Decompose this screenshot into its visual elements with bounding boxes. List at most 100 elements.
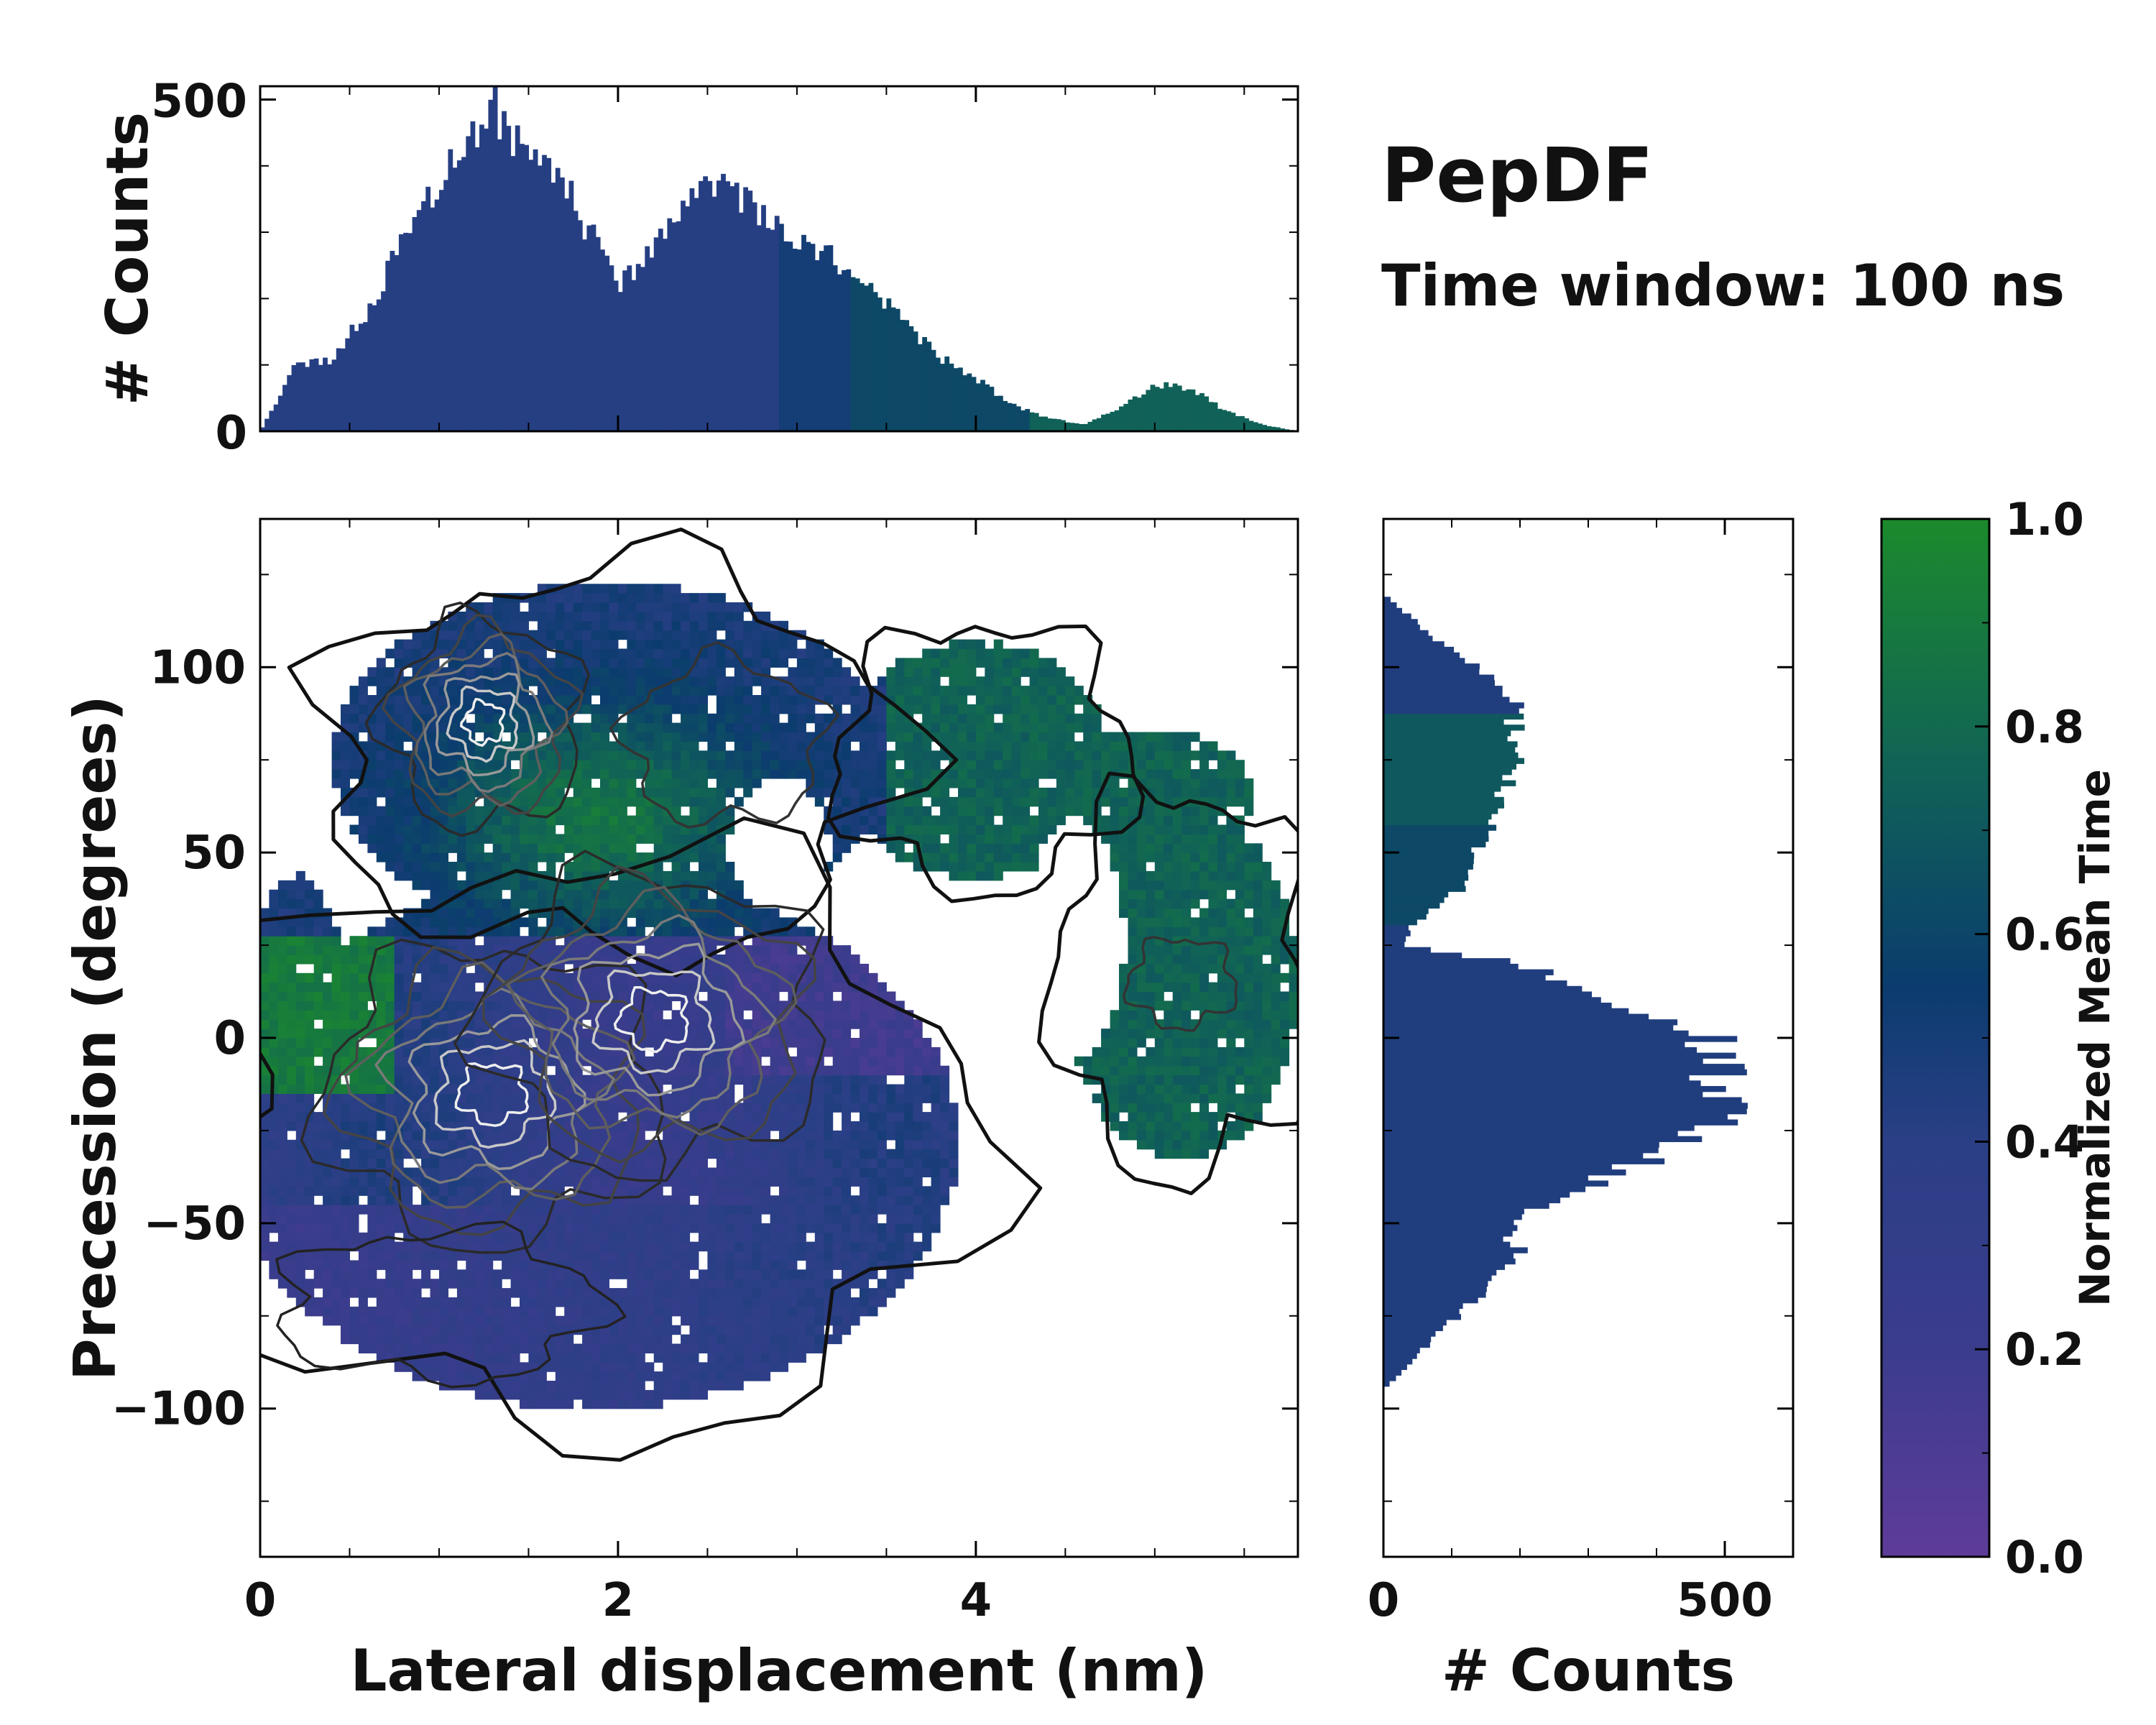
heatmap-cell (788, 741, 798, 751)
heatmap-cell (358, 972, 368, 983)
heatmap-cell (752, 1214, 762, 1224)
heatmap-cell (743, 741, 753, 751)
heatmap-cell (412, 1241, 422, 1252)
heatmap-cell (796, 1084, 806, 1094)
heatmap-cell (689, 676, 699, 686)
heatmap-cell (627, 834, 637, 844)
heatmap-cell (725, 1038, 735, 1048)
heatmap-cell (699, 695, 708, 705)
heatmap-cell (600, 1279, 609, 1289)
heatmap-cell (824, 741, 834, 751)
heatmap-cell (600, 648, 609, 658)
heatmap-cell (627, 1325, 637, 1335)
heatmap-cell (349, 1279, 359, 1289)
heatmap-cell (725, 870, 735, 881)
heatmap-cell (868, 1056, 878, 1067)
heatmap-cell (832, 1325, 842, 1335)
heatmap-cell (752, 1186, 762, 1196)
heatmap-cell (582, 908, 592, 918)
heatmap-cell (537, 1241, 547, 1252)
heatmap-cell (573, 945, 583, 955)
heatmap-cell (537, 1167, 547, 1177)
heatmap-cell (600, 695, 609, 705)
heatmap-cell (546, 1389, 556, 1400)
heatmap-cell (439, 1306, 448, 1317)
heatmap-cell (716, 1177, 726, 1187)
heatmap-cell (824, 1046, 834, 1057)
heatmap-cell (886, 1214, 896, 1224)
heatmap-cell (743, 658, 753, 668)
heatmap-cell (394, 1306, 404, 1317)
heatmap-cell (341, 982, 350, 993)
heatmap-cell (555, 1362, 565, 1372)
heatmap-cell (582, 704, 592, 714)
heatmap-cell (555, 602, 565, 612)
heatmap-cell (806, 1288, 816, 1298)
heatmap-cell (635, 1381, 645, 1391)
heatmap-cell (313, 1306, 323, 1317)
heatmap-cell (796, 769, 806, 779)
heatmap-cell (349, 1232, 359, 1243)
heatmap-cell (868, 1177, 878, 1187)
heatmap-cell (824, 1269, 834, 1279)
heatmap-cell (502, 611, 512, 622)
heatmap-cell (349, 1121, 359, 1131)
heatmap-cell (842, 1167, 852, 1177)
heatmap-cell (600, 630, 609, 640)
heatmap-cell (305, 1093, 315, 1103)
heatmap-cell (627, 713, 637, 724)
heatmap-cell (510, 898, 520, 909)
heatmap-cell (707, 963, 717, 974)
heatmap-cell (689, 1306, 699, 1317)
heatmap-cell (323, 954, 333, 965)
heatmap-cell (260, 1000, 270, 1011)
heatmap-cell (448, 1130, 458, 1141)
heatmap-cell (725, 1288, 735, 1298)
heatmap-cell (761, 611, 771, 622)
heatmap-cell (877, 1251, 887, 1261)
heatmap-cell (474, 1205, 484, 1215)
heatmap-cell (796, 695, 806, 705)
heatmap-cell (699, 982, 708, 993)
heatmap-cell (814, 1139, 824, 1150)
heatmap-cell (796, 1269, 806, 1279)
heatmap-cell (770, 1029, 780, 1039)
heatmap-cell (448, 1251, 458, 1261)
heatmap-cell (617, 991, 627, 1001)
heatmap-cell (502, 1167, 512, 1177)
heatmap-cell (716, 1214, 726, 1224)
heatmap-cell (313, 972, 323, 983)
heatmap-cell (448, 1279, 458, 1289)
heatmap-cell (609, 686, 619, 696)
heatmap-cell (555, 1038, 565, 1048)
heatmap-cell (528, 713, 538, 724)
heatmap-cell (850, 760, 860, 770)
heatmap-cell (582, 741, 592, 751)
heatmap-cell (349, 1158, 359, 1169)
heatmap-cell (582, 639, 592, 650)
heatmap-cell (520, 769, 529, 779)
heatmap-cell (323, 1214, 333, 1224)
heatmap-cell (277, 945, 287, 955)
heatmap-cell (277, 982, 287, 993)
heatmap-cell (466, 1038, 476, 1048)
heatmap-cell (564, 1353, 574, 1363)
heatmap-cell (663, 1130, 673, 1141)
heatmap-cell (295, 889, 305, 900)
heatmap-cell (752, 1334, 762, 1345)
heatmap-cell (358, 1325, 368, 1335)
heatmap-cell (635, 1371, 645, 1381)
heatmap-cell (832, 1167, 842, 1177)
heatmap-cell (635, 732, 645, 742)
heatmap-cell (860, 1205, 869, 1215)
heatmap-cell (699, 1288, 708, 1298)
heatmap-cell (287, 1269, 297, 1279)
heatmap-cell (269, 1010, 279, 1020)
heatmap-cell (868, 1000, 878, 1011)
heatmap-cell (645, 898, 655, 909)
heatmap-cell (295, 1010, 305, 1020)
heatmap-cell (663, 1139, 673, 1150)
heatmap-cell (752, 1139, 762, 1150)
heatmap-cell (663, 1334, 673, 1345)
heatmap-cell (394, 945, 404, 955)
